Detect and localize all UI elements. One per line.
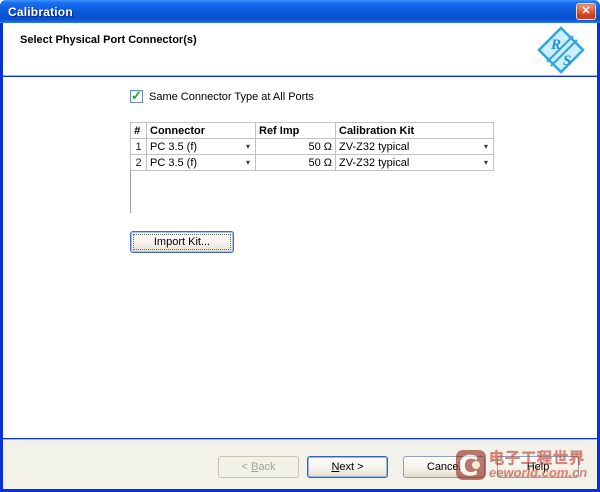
calkit-value: ZV-Z32 typical [339, 140, 410, 153]
table-empty-area-border [130, 171, 131, 213]
connector-value: PC 3.5 (f) [150, 140, 198, 153]
column-header-num: # [130, 122, 147, 139]
logo-letter-s: S [563, 53, 571, 69]
connector-dropdown[interactable]: PC 3.5 (f) ▾ [146, 138, 256, 155]
column-header-calkit: Calibration Kit [335, 122, 494, 139]
column-header-refimp: Ref Imp [255, 122, 336, 139]
calkit-value: ZV-Z32 typical [339, 156, 410, 169]
import-kit-button[interactable]: Import Kit... [130, 231, 234, 253]
back-button: < Back [218, 456, 299, 478]
column-header-connector: Connector [146, 122, 256, 139]
calkit-dropdown[interactable]: ZV-Z32 typical ▾ [335, 138, 494, 155]
next-button[interactable]: Next > [307, 456, 388, 478]
port-connector-table: # Connector Ref Imp Calibration Kit 1 PC… [130, 122, 494, 213]
close-icon[interactable]: ✕ [576, 3, 596, 20]
page-title: Select Physical Port Connector(s) [20, 34, 197, 46]
checkbox-label: Same Connector Type at All Ports [149, 90, 314, 103]
back-label: < [241, 461, 251, 473]
check-icon: ✓ [131, 88, 142, 103]
chevron-down-icon[interactable]: ▾ [483, 157, 488, 167]
table-row: 2 PC 3.5 (f) ▾ 50 Ω ZV-Z32 typical ▾ [130, 154, 494, 171]
wizard-content: ✓ Same Connector Type at All Ports # Con… [3, 77, 597, 438]
connector-dropdown[interactable]: PC 3.5 (f) ▾ [146, 154, 256, 171]
titlebar[interactable]: Calibration ✕ [0, 0, 600, 23]
table-header-row: # Connector Ref Imp Calibration Kit [130, 122, 494, 139]
chevron-down-icon[interactable]: ▾ [483, 141, 488, 151]
chevron-down-icon[interactable]: ▾ [245, 157, 250, 167]
wizard-footer: < Back Next > Cancel Help [3, 439, 597, 489]
calkit-dropdown[interactable]: ZV-Z32 typical ▾ [335, 154, 494, 171]
help-button[interactable]: Help [497, 456, 579, 478]
checkbox-checked[interactable]: ✓ [130, 88, 143, 103]
ref-imp-value: 50 Ω [255, 154, 336, 171]
wizard-header: Select Physical Port Connector(s) R S [3, 23, 597, 76]
chevron-down-icon[interactable]: ▾ [245, 141, 250, 151]
row-number: 1 [130, 138, 147, 155]
same-connector-checkbox-row[interactable]: ✓ Same Connector Type at All Ports [130, 88, 314, 103]
row-number: 2 [130, 154, 147, 171]
cancel-button[interactable]: Cancel [403, 456, 485, 478]
window-title: Calibration [8, 4, 73, 19]
rohde-schwarz-logo: R S [537, 26, 585, 74]
connector-value: PC 3.5 (f) [150, 156, 198, 169]
logo-letter-r: R [550, 37, 561, 53]
table-row: 1 PC 3.5 (f) ▾ 50 Ω ZV-Z32 typical ▾ [130, 138, 494, 155]
ref-imp-value: 50 Ω [255, 138, 336, 155]
